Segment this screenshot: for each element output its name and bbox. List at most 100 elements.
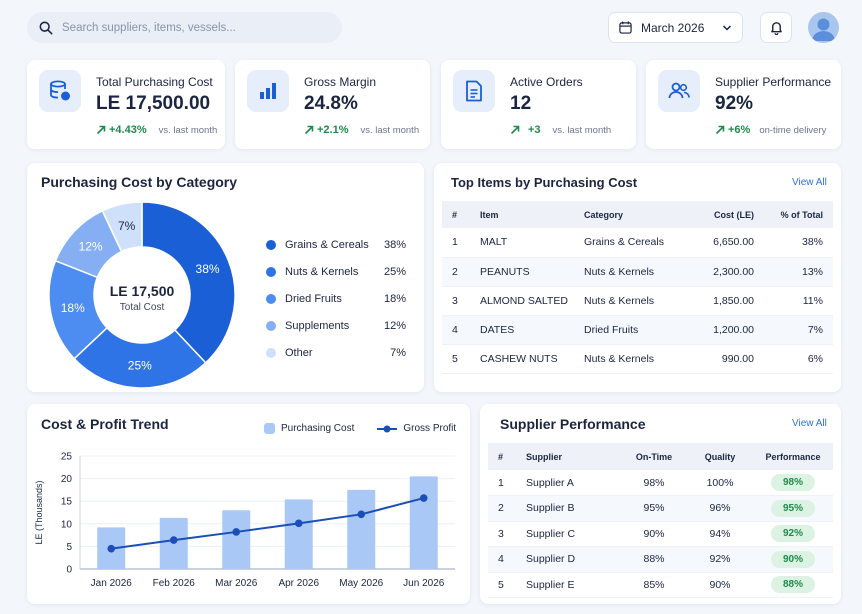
cell-supplier: Supplier C — [526, 521, 621, 547]
slice-label: 12% — [79, 240, 103, 254]
top-items-table: # Item Category Cost (LE) % of Total 1 M… — [442, 201, 833, 374]
legend-label: Supplements — [285, 319, 350, 332]
kpi-trend: +4.43% vs. last month — [96, 124, 217, 136]
legend-item: Other 7% — [266, 339, 406, 366]
top-items-title: Top Items by Purchasing Cost — [451, 175, 638, 190]
x-tick-label: Feb 2026 — [153, 578, 196, 589]
cell-pct: 11% — [754, 286, 833, 316]
table-row[interactable]: 4 DATES Dried Fruits 1,200.00 7% — [442, 315, 833, 345]
donut-slice[interactable] — [73, 326, 207, 389]
table-row[interactable]: 2 PEANUTS Nuts & Kernels 2,300.00 13% — [442, 257, 833, 287]
database-coins-icon — [39, 70, 81, 112]
cell-quality: 90% — [687, 572, 753, 598]
bar[interactable] — [284, 499, 313, 569]
date-selector[interactable]: March 2026 — [608, 12, 743, 43]
table-row[interactable]: 5 Supplier E 85% 90% 88% — [488, 572, 833, 598]
avatar[interactable] — [808, 12, 839, 43]
cell-on-time: 88% — [621, 546, 687, 573]
table-row[interactable]: 5 CASHEW NUTS Nuts & Kernels 990.00 6% — [442, 344, 833, 374]
legend-swatch-bar — [264, 423, 275, 434]
cell-cost: 1,200.00 — [684, 315, 754, 345]
col-header: # — [488, 443, 526, 470]
kpi-value: LE 17,500.00 — [96, 93, 211, 114]
legend-pct: 7% — [390, 346, 406, 359]
category-donut: 38% 25% 18% 12% 7% — [48, 201, 236, 389]
supplier-view-all-link[interactable]: View All — [792, 418, 827, 429]
col-header: Performance — [753, 443, 833, 470]
line-point[interactable] — [294, 519, 303, 528]
legend-pct: 38% — [383, 238, 406, 251]
line-point[interactable] — [107, 544, 116, 553]
y-tick-label: 5 — [66, 542, 72, 553]
table-row[interactable]: 3 ALMOND SALTED Nuts & Kernels 1,850.00 … — [442, 286, 833, 316]
legend-item: Supplements 12% — [266, 312, 406, 339]
y-tick-label: 10 — [61, 519, 73, 530]
legend-swatch — [266, 293, 276, 304]
notifications-button[interactable] — [760, 12, 792, 43]
bar[interactable] — [222, 510, 251, 569]
line-point[interactable] — [357, 510, 366, 519]
slice-label: 25% — [128, 358, 152, 372]
cell-rank: 5 — [442, 344, 472, 374]
calendar-icon — [619, 21, 632, 34]
cell-quality: 92% — [687, 546, 753, 573]
donut-center-label: Total Cost — [119, 302, 165, 313]
cell-quality: 96% — [687, 495, 753, 522]
cell-item: CASHEW NUTS — [472, 344, 584, 374]
category-legend: Grains & Cereals 38% Nuts & Kernels 25% Dr… — [266, 231, 406, 366]
legend-label: Grains & Cereals — [285, 238, 369, 251]
kpi-note: vs. last month — [158, 124, 218, 136]
legend-label-bar: Purchasing Cost — [281, 423, 355, 434]
document-icon — [453, 70, 495, 112]
arrow-up-right-icon — [304, 125, 314, 135]
bell-icon — [770, 22, 782, 35]
donut-slice[interactable] — [141, 201, 236, 364]
cell-performance: 95% — [753, 495, 833, 522]
col-header: Category — [584, 201, 684, 228]
cell-rank: 2 — [442, 257, 472, 287]
kpi-note: on-time delivery — [759, 124, 827, 136]
table-row[interactable]: 3 Supplier C 90% 94% 92% — [488, 521, 833, 547]
arrow-up-right-icon — [510, 125, 520, 135]
table-row[interactable]: 1 MALT Grains & Cereals 6,650.00 38% — [442, 228, 833, 258]
cell-supplier: Supplier B — [526, 495, 621, 522]
kpi-value: 92% — [715, 93, 754, 114]
cell-rank: 1 — [442, 228, 472, 258]
table-row[interactable]: 4 Supplier D 88% 92% 90% — [488, 546, 833, 573]
cell-cost: 990.00 — [684, 344, 754, 374]
x-tick-label: May 2026 — [339, 578, 383, 589]
search-bar[interactable] — [27, 12, 342, 43]
legend-swatch-line — [377, 425, 398, 432]
col-header: Cost (LE) — [684, 201, 754, 228]
top-items-view-all-link[interactable]: View All — [792, 177, 827, 188]
cell-item: DATES — [472, 315, 584, 345]
cell-rank: 4 — [488, 546, 526, 573]
user-avatar-icon — [812, 18, 835, 41]
cell-cost: 2,300.00 — [684, 257, 754, 287]
donut-slice[interactable] — [101, 201, 143, 253]
search-input[interactable] — [62, 21, 322, 34]
x-tick-label: Apr 2026 — [278, 578, 319, 589]
kpi-delta: +2.1% — [317, 124, 349, 136]
cell-item: MALT — [472, 228, 584, 258]
legend-label: Dried Fruits — [285, 292, 342, 305]
col-header: # — [442, 201, 472, 228]
table-row[interactable]: 1 Supplier A 98% 100% 98% — [488, 470, 833, 496]
line-point[interactable] — [232, 528, 241, 536]
slice-label: 18% — [61, 301, 85, 315]
line-point[interactable] — [419, 494, 428, 502]
kpi-title: Total Purchasing Cost — [96, 75, 213, 89]
cell-supplier: Supplier E — [526, 572, 621, 598]
cell-pct: 38% — [754, 228, 833, 258]
kpi-trend: +2.1% vs. last month — [304, 124, 419, 136]
table-row[interactable]: 2 Supplier B 95% 96% 95% — [488, 495, 833, 522]
bar[interactable] — [409, 476, 438, 569]
kpi-supplier-performance: Supplier Performance 92% +6% on-time del… — [646, 60, 841, 149]
performance-badge: 95% — [770, 499, 815, 517]
cell-performance: 90% — [753, 546, 833, 573]
trend-title: Cost & Profit Trend — [41, 416, 169, 432]
bar[interactable] — [347, 489, 376, 569]
cell-rank: 3 — [442, 286, 472, 316]
line-point[interactable] — [169, 536, 178, 544]
cell-pct: 7% — [754, 315, 833, 345]
